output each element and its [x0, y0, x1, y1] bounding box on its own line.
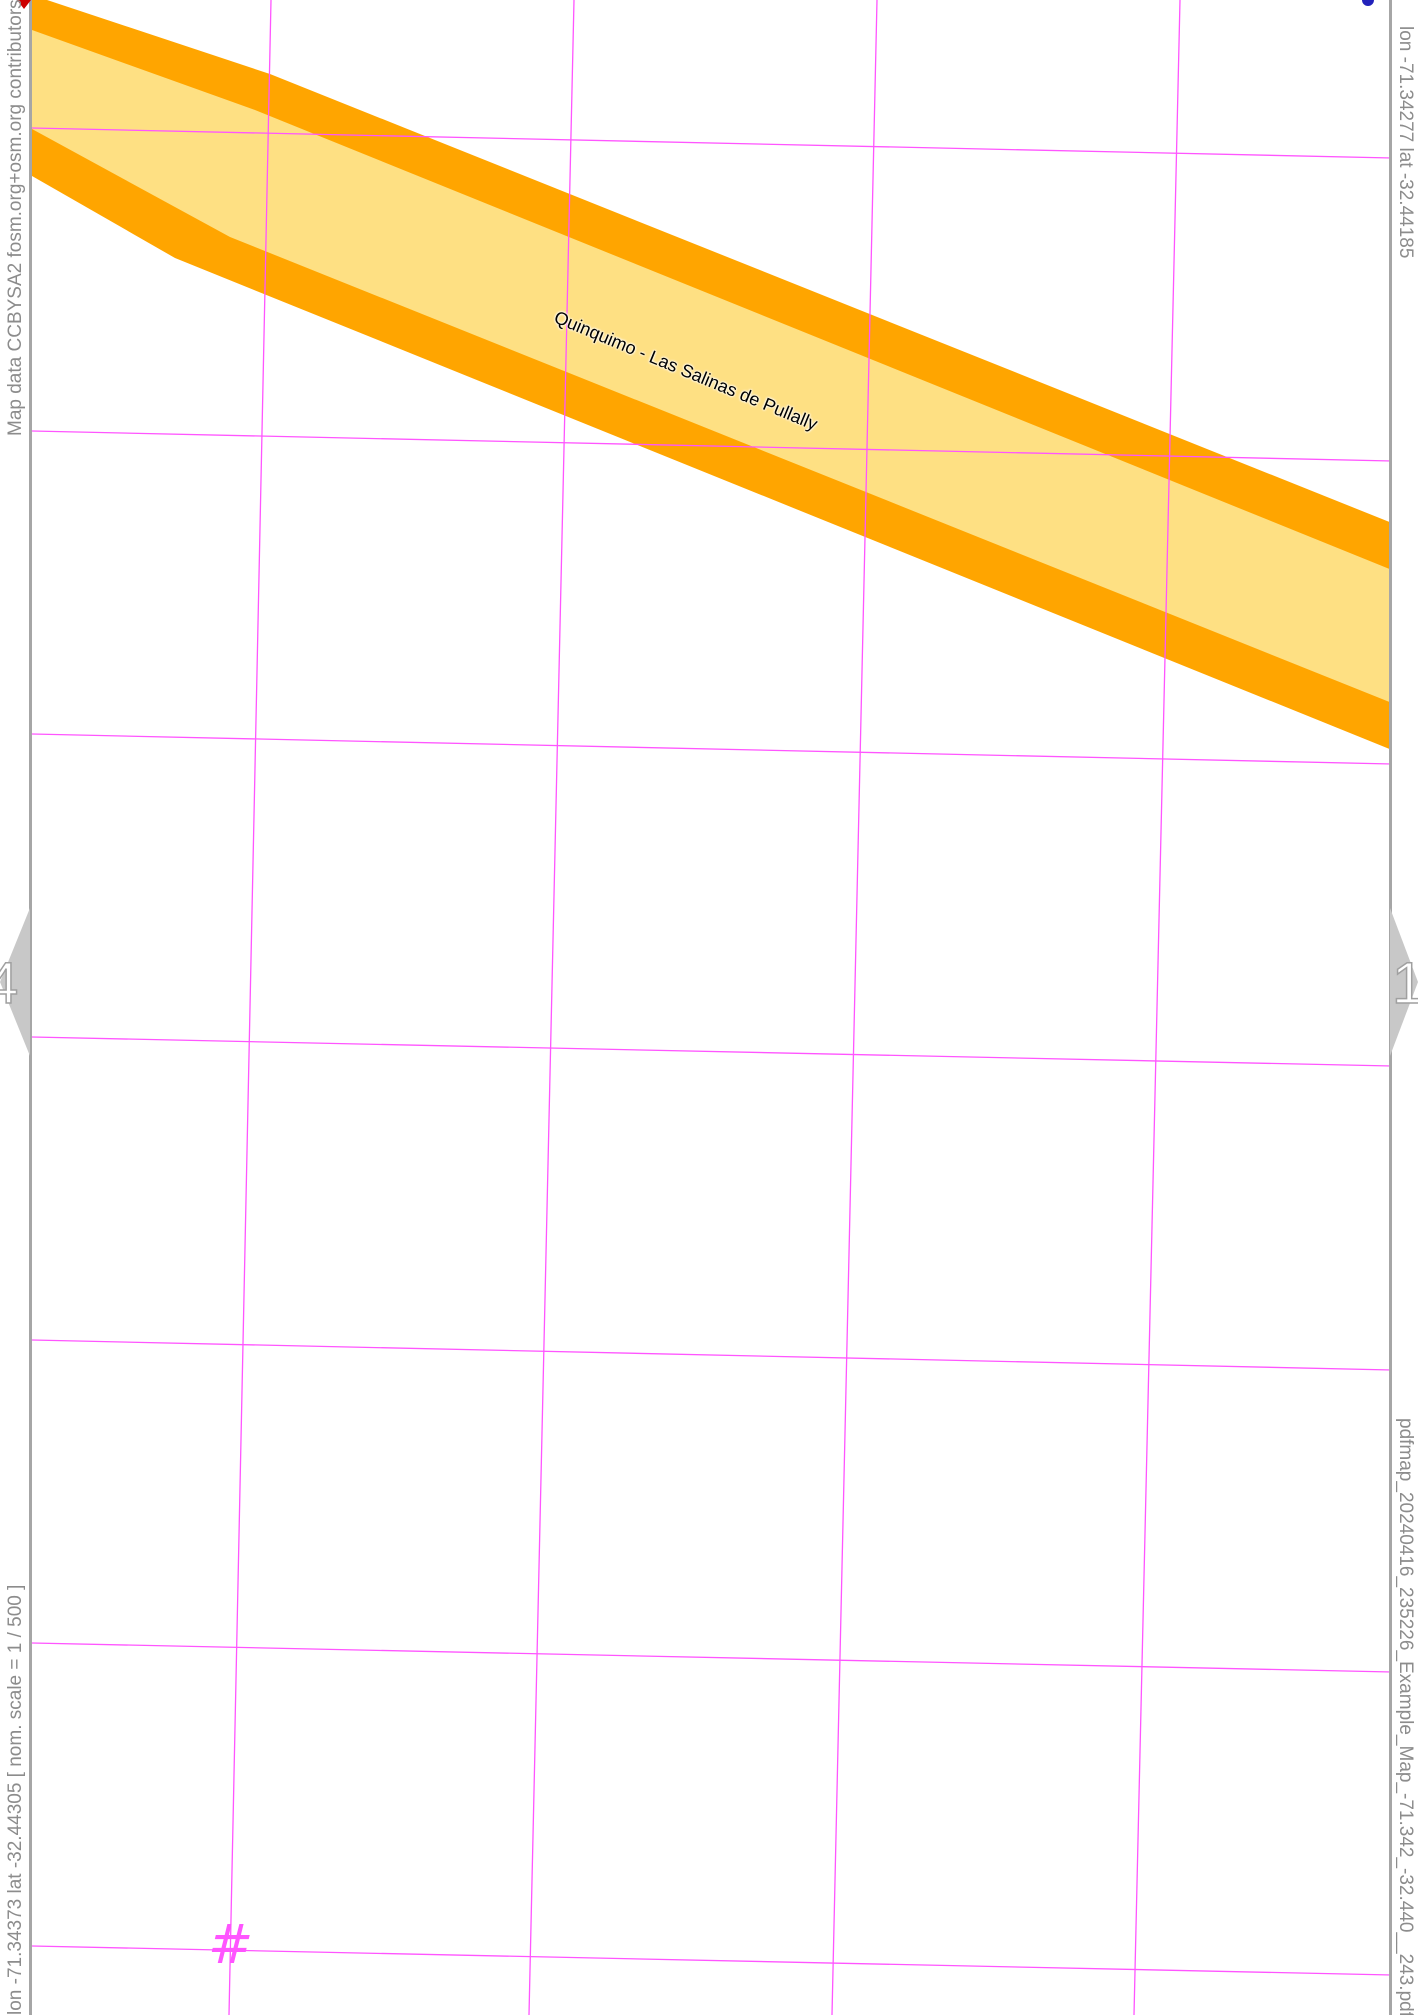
grid-line-vertical [1133, 0, 1181, 2015]
grid-line-horizontal [31, 430, 1393, 462]
grid-line-horizontal [31, 127, 1393, 159]
grid-line-vertical [528, 0, 575, 2015]
grid-line-horizontal [31, 733, 1393, 765]
top-right-coordinates: lon -71.34277 lat -32.44185 [1395, 26, 1416, 259]
prev-page-number[interactable]: 4 [0, 951, 19, 1016]
corner-marker-icon [17, 0, 31, 9]
grid-line-horizontal [31, 1036, 1393, 1067]
map-frame-left [29, 0, 32, 2015]
grid-line-horizontal [31, 1642, 1393, 1673]
prev-page-arrow-icon[interactable] [0, 908, 30, 1056]
next-page-number[interactable]: 1 [1391, 951, 1418, 1016]
corner-dot-icon [1362, 0, 1374, 6]
road-fill [32, 30, 1392, 703]
next-page-arrow-icon[interactable] [1390, 908, 1418, 1056]
bottom-left-coordinates: lon -71.34373 lat -32.44305 [ nom. scale… [5, 1584, 26, 2015]
pdf-filename: pdfmap_20240416_235226_Example_Map_-71.3… [1395, 1418, 1416, 2015]
grid-line-vertical [228, 0, 272, 2015]
grid-line-vertical [831, 0, 878, 2015]
grid-line-horizontal [31, 1339, 1393, 1371]
grid-line-horizontal [31, 1945, 1393, 1976]
road-way [32, 0, 1392, 750]
grid-marker-icon: # [208, 1913, 254, 1976]
attribution-text: Map data CCBYSA2 fosm.org+osm.org contri… [5, 0, 26, 436]
map-grid [31, 0, 1393, 2015]
